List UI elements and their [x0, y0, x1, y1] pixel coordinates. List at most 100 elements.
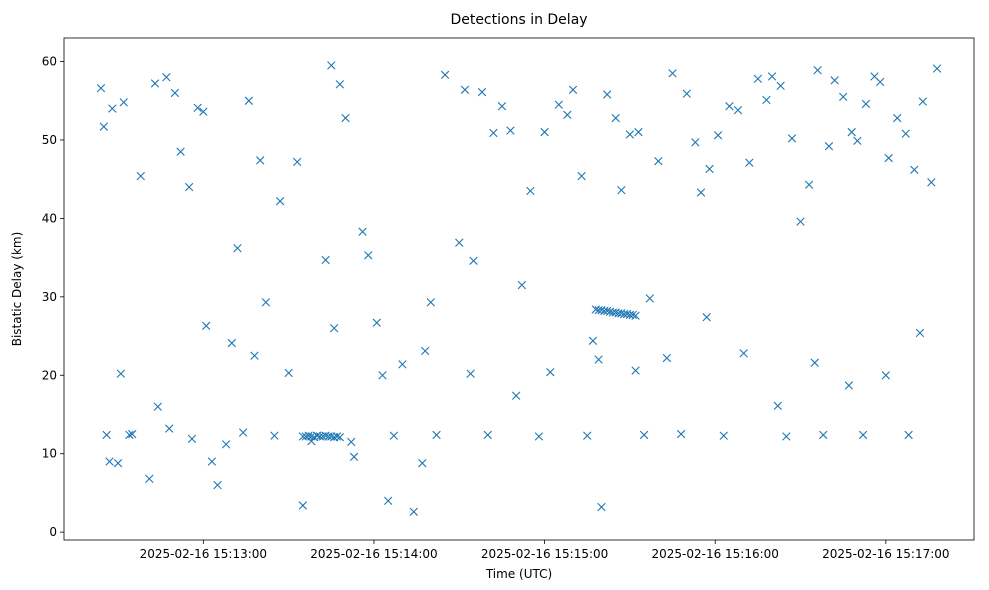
data-point: [787, 134, 797, 143]
data-point: [915, 328, 925, 338]
data-point: [804, 180, 814, 189]
data-point: [639, 430, 649, 440]
data-point: [176, 147, 185, 156]
data-point: [165, 424, 174, 433]
data-point: [654, 156, 663, 166]
data-point: [153, 402, 163, 411]
data-point: [696, 188, 706, 197]
data-point: [116, 369, 126, 378]
data-point: [583, 431, 592, 440]
data-point: [426, 298, 436, 307]
y-tick-label: 50: [42, 133, 57, 147]
data-point: [321, 255, 330, 265]
data-point: [119, 98, 128, 107]
data-point: [534, 432, 544, 441]
data-point: [275, 196, 285, 206]
data-point: [364, 251, 373, 260]
data-point: [332, 432, 342, 441]
data-point: [201, 321, 211, 331]
y-tick-label: 60: [42, 55, 57, 69]
data-point: [389, 431, 399, 440]
data-point: [568, 85, 578, 94]
data-point: [125, 430, 134, 440]
data-point: [477, 87, 487, 97]
data-point: [910, 165, 919, 174]
data-point: [398, 360, 407, 369]
data-point: [546, 367, 555, 377]
data-point: [227, 338, 236, 348]
data-point: [625, 130, 635, 139]
data-point: [810, 358, 819, 367]
data-point: [767, 72, 777, 81]
data-point: [256, 156, 265, 165]
data-point: [193, 103, 202, 112]
y-tick-label: 20: [42, 368, 57, 382]
data-point: [207, 457, 217, 466]
data-point: [918, 97, 928, 106]
data-point: [745, 158, 754, 167]
y-tick-label: 30: [42, 290, 57, 304]
data-point: [634, 127, 643, 137]
plot-frame: [63, 37, 975, 541]
data-point: [298, 501, 308, 510]
data-point: [691, 138, 700, 147]
data-point: [440, 70, 450, 80]
chart-title: Detections in Delay: [450, 12, 587, 28]
data-point: [383, 496, 393, 505]
data-point: [469, 256, 478, 265]
data-point: [221, 440, 231, 449]
data-point: [881, 371, 891, 380]
data-point: [861, 99, 871, 109]
data-point: [358, 227, 367, 236]
data-point: [645, 294, 655, 303]
data-point: [244, 96, 254, 105]
data-point: [838, 92, 848, 102]
data-point: [483, 430, 492, 440]
data-point: [927, 178, 936, 187]
data-point: [432, 430, 441, 440]
data-point: [875, 77, 885, 87]
data-point: [378, 371, 387, 380]
data-point: [284, 368, 293, 378]
data-point: [719, 431, 728, 440]
data-point: [813, 65, 822, 75]
data-point: [327, 61, 336, 70]
y-tick-label: 40: [42, 211, 57, 225]
x-tick-label: 2025-02-16 15:14:00: [310, 547, 437, 561]
data-point: [782, 432, 791, 441]
data-points: [96, 61, 942, 516]
data-point: [725, 102, 734, 111]
data-point: [611, 113, 620, 123]
data-point: [162, 73, 171, 82]
data-point: [335, 80, 345, 89]
data-point: [588, 336, 598, 345]
data-point: [304, 431, 313, 440]
data-point: [932, 64, 942, 73]
y-axis-ticks: 0 10 20 30 40 50 60: [42, 55, 64, 539]
data-point: [349, 452, 359, 462]
x-tick-label: 2025-02-16 15:17:00: [822, 547, 949, 561]
data-point: [617, 185, 626, 195]
data-point: [128, 429, 137, 439]
data-point: [631, 366, 640, 375]
data-point: [341, 113, 350, 123]
data-point: [170, 88, 180, 98]
data-point: [702, 313, 711, 322]
data-point: [773, 401, 782, 411]
data-point: [676, 429, 686, 439]
data-point: [682, 89, 691, 98]
y-tick-label: 0: [49, 525, 57, 539]
data-point: [733, 105, 743, 115]
data-point: [602, 306, 612, 316]
data-point: [705, 164, 714, 174]
data-point: [628, 310, 637, 320]
data-point: [602, 90, 612, 99]
data-point: [662, 353, 672, 363]
data-point: [517, 280, 527, 290]
data-point: [847, 127, 856, 137]
data-point: [261, 298, 271, 307]
data-point: [329, 324, 339, 333]
data-point: [594, 355, 603, 364]
